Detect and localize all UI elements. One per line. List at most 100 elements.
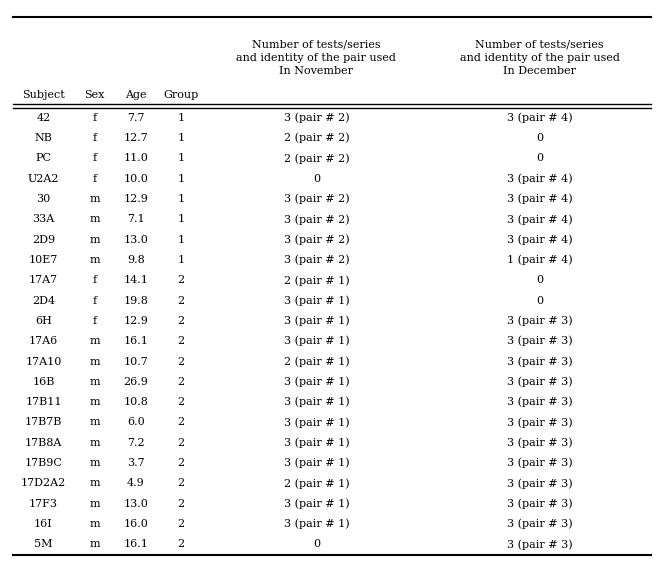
Text: 2: 2	[177, 519, 184, 529]
Text: 3 (pair # 3): 3 (pair # 3)	[507, 458, 572, 468]
Text: 3 (pair # 1): 3 (pair # 1)	[284, 295, 349, 306]
Text: 3 (pair # 3): 3 (pair # 3)	[507, 498, 572, 509]
Text: Sex: Sex	[84, 90, 105, 100]
Text: m: m	[89, 438, 100, 448]
Text: 1: 1	[177, 255, 184, 265]
Text: 2D4: 2D4	[32, 296, 55, 306]
Text: 16.1: 16.1	[124, 336, 149, 346]
Text: 3 (pair # 2): 3 (pair # 2)	[284, 234, 349, 245]
Text: 3 (pair # 4): 3 (pair # 4)	[507, 234, 572, 245]
Text: 3 (pair # 1): 3 (pair # 1)	[284, 397, 349, 408]
Text: 3 (pair # 1): 3 (pair # 1)	[284, 519, 349, 529]
Text: 3 (pair # 1): 3 (pair # 1)	[284, 336, 349, 346]
Text: 0: 0	[313, 173, 320, 184]
Text: 2D9: 2D9	[32, 235, 55, 244]
Text: 1: 1	[177, 133, 184, 143]
Text: 3 (pair # 2): 3 (pair # 2)	[284, 254, 349, 265]
Text: 3 (pair # 3): 3 (pair # 3)	[507, 519, 572, 529]
Text: 26.9: 26.9	[124, 377, 149, 387]
Text: 1: 1	[177, 153, 184, 163]
Text: 3 (pair # 3): 3 (pair # 3)	[507, 417, 572, 428]
Text: 3 (pair # 2): 3 (pair # 2)	[284, 214, 349, 225]
Text: f: f	[93, 173, 97, 184]
Text: 16I: 16I	[34, 519, 53, 529]
Text: m: m	[89, 418, 100, 427]
Text: 0: 0	[536, 153, 544, 163]
Text: U2A2: U2A2	[28, 173, 59, 184]
Text: 7.1: 7.1	[127, 215, 145, 224]
Text: 33A: 33A	[32, 215, 55, 224]
Text: 17B9C: 17B9C	[24, 458, 63, 468]
Text: Number of tests/series
and identity of the pair used
In December: Number of tests/series and identity of t…	[460, 39, 620, 76]
Text: 12.9: 12.9	[124, 316, 149, 326]
Text: NB: NB	[34, 133, 53, 143]
Text: 6.0: 6.0	[127, 418, 145, 427]
Text: 2: 2	[177, 336, 184, 346]
Text: 0: 0	[536, 275, 544, 285]
Text: PC: PC	[36, 153, 51, 163]
Text: Number of tests/series
and identity of the pair used
In November: Number of tests/series and identity of t…	[236, 39, 396, 76]
Text: 2 (pair # 2): 2 (pair # 2)	[284, 153, 349, 164]
Text: 13.0: 13.0	[124, 499, 149, 509]
Text: 42: 42	[36, 113, 51, 123]
Text: 3 (pair # 1): 3 (pair # 1)	[284, 498, 349, 509]
Text: 16.0: 16.0	[124, 519, 149, 529]
Text: 2 (pair # 2): 2 (pair # 2)	[284, 133, 349, 144]
Text: 12.9: 12.9	[124, 194, 149, 204]
Text: m: m	[89, 377, 100, 387]
Text: 17F3: 17F3	[29, 499, 58, 509]
Text: 2: 2	[177, 418, 184, 427]
Text: f: f	[93, 113, 97, 123]
Text: 0: 0	[313, 539, 320, 549]
Text: 2: 2	[177, 397, 184, 407]
Text: 13.0: 13.0	[124, 235, 149, 244]
Text: 3 (pair # 3): 3 (pair # 3)	[507, 356, 572, 367]
Text: 3 (pair # 3): 3 (pair # 3)	[507, 539, 572, 549]
Text: 3.7: 3.7	[127, 458, 145, 468]
Text: 10.8: 10.8	[124, 397, 149, 407]
Text: 3 (pair # 1): 3 (pair # 1)	[284, 316, 349, 326]
Text: 3 (pair # 4): 3 (pair # 4)	[507, 214, 572, 225]
Text: m: m	[89, 458, 100, 468]
Text: 3 (pair # 2): 3 (pair # 2)	[284, 194, 349, 204]
Text: 3 (pair # 3): 3 (pair # 3)	[507, 336, 572, 346]
Text: 17B8A: 17B8A	[25, 438, 62, 448]
Text: 3 (pair # 2): 3 (pair # 2)	[284, 113, 349, 123]
Text: Group: Group	[163, 90, 198, 100]
Text: 1: 1	[177, 113, 184, 123]
Text: 6H: 6H	[35, 316, 52, 326]
Text: m: m	[89, 235, 100, 244]
Text: 2: 2	[177, 479, 184, 489]
Text: 1 (pair # 4): 1 (pair # 4)	[507, 254, 572, 265]
Text: 3 (pair # 1): 3 (pair # 1)	[284, 458, 349, 468]
Text: 2: 2	[177, 438, 184, 448]
Text: 2 (pair # 1): 2 (pair # 1)	[284, 275, 349, 285]
Text: 14.1: 14.1	[124, 275, 149, 285]
Text: 3 (pair # 1): 3 (pair # 1)	[284, 417, 349, 428]
Text: 19.8: 19.8	[124, 296, 149, 306]
Text: m: m	[89, 397, 100, 407]
Text: 9.8: 9.8	[127, 255, 145, 265]
Text: Subject: Subject	[22, 90, 65, 100]
Text: m: m	[89, 499, 100, 509]
Text: m: m	[89, 194, 100, 204]
Text: 17B7B: 17B7B	[25, 418, 62, 427]
Text: 17A7: 17A7	[29, 275, 58, 285]
Text: f: f	[93, 275, 97, 285]
Text: 17A6: 17A6	[29, 336, 58, 346]
Text: 12.7: 12.7	[124, 133, 149, 143]
Text: f: f	[93, 316, 97, 326]
Text: 3 (pair # 3): 3 (pair # 3)	[507, 377, 572, 387]
Text: 3 (pair # 3): 3 (pair # 3)	[507, 316, 572, 326]
Text: 3 (pair # 3): 3 (pair # 3)	[507, 478, 572, 489]
Text: 0: 0	[536, 133, 544, 143]
Text: m: m	[89, 356, 100, 367]
Text: 3 (pair # 1): 3 (pair # 1)	[284, 437, 349, 448]
Text: 2 (pair # 1): 2 (pair # 1)	[284, 478, 349, 489]
Text: 2: 2	[177, 458, 184, 468]
Text: 16B: 16B	[32, 377, 55, 387]
Text: 10.0: 10.0	[124, 173, 149, 184]
Text: 17A10: 17A10	[25, 356, 62, 367]
Text: 16.1: 16.1	[124, 539, 149, 549]
Text: f: f	[93, 153, 97, 163]
